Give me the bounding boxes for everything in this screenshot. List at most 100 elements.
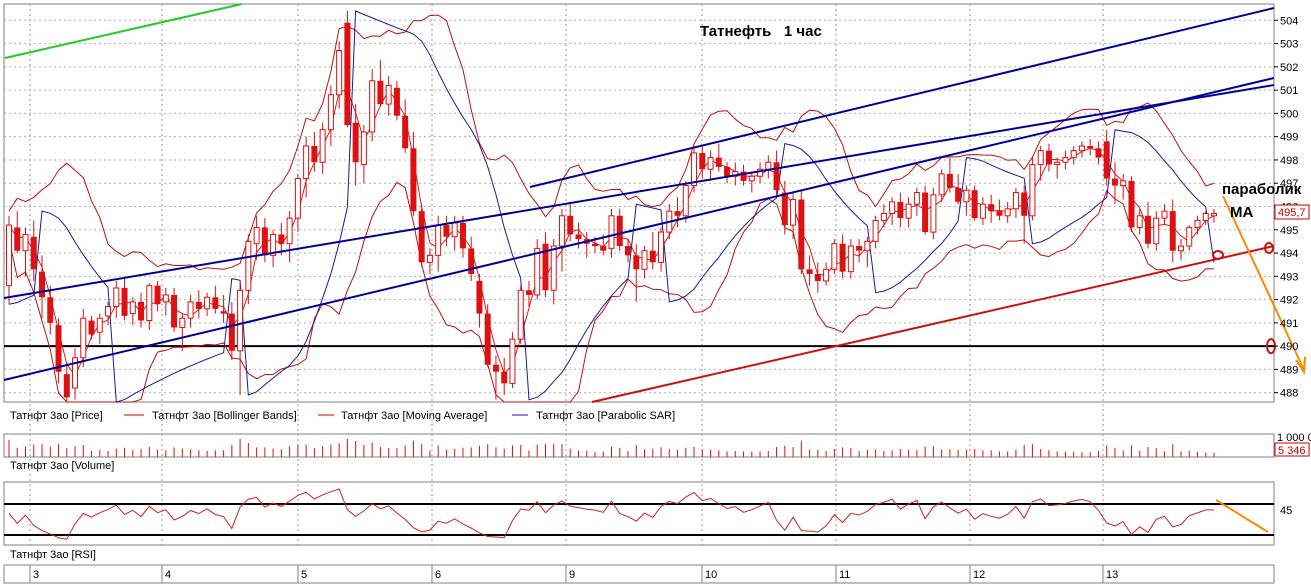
candle: [105, 301, 112, 326]
bollinger-lower-line: [8, 181, 1215, 403]
candle: [979, 197, 986, 226]
candle-body: [1194, 219, 1201, 228]
candle: [715, 143, 722, 172]
candle: [63, 362, 70, 402]
candle-body: [608, 215, 615, 249]
candle: [963, 185, 970, 216]
support-marker: [1264, 242, 1274, 254]
candle: [245, 234, 252, 305]
candle: [426, 248, 433, 274]
candle: [773, 150, 780, 198]
legend-moving-average: Татнфт 3ао [Moving Average]: [341, 410, 487, 422]
date-label: 11: [839, 569, 850, 581]
candle-body: [1144, 215, 1151, 244]
candle-body: [393, 87, 400, 116]
channel-upper-line: [529, 7, 1275, 188]
last-price-label: 495,7: [1278, 207, 1306, 219]
rsi-line: [8, 488, 1214, 540]
candle-body: [930, 194, 937, 233]
candle-body: [14, 227, 21, 251]
candle: [740, 164, 747, 186]
candle: [806, 255, 813, 286]
candle-body: [336, 50, 343, 96]
candle-body: [261, 227, 268, 256]
candle-body: [1211, 212, 1217, 217]
candle-body: [96, 317, 103, 333]
candle: [674, 197, 681, 228]
candle-body: [674, 211, 681, 216]
candle-body: [105, 306, 112, 317]
legend-volume: Татнфт 3ао [Volume]: [10, 460, 114, 472]
candle: [344, 10, 351, 128]
candle: [946, 157, 953, 193]
candle-body: [856, 246, 863, 251]
candle: [228, 301, 235, 361]
candle-body: [501, 371, 508, 384]
candle-body: [765, 161, 772, 170]
candle: [418, 204, 425, 268]
candle-body: [542, 243, 549, 291]
candle-body: [806, 269, 813, 274]
candle-body: [385, 84, 392, 105]
candle-body: [47, 297, 54, 323]
candle-body: [1004, 208, 1011, 217]
candle: [724, 162, 731, 184]
candle-body: [352, 122, 359, 163]
candle-body: [113, 287, 120, 308]
support-line: [591, 245, 1275, 403]
candle: [443, 215, 450, 247]
candle: [831, 239, 838, 274]
candle-body: [913, 192, 920, 205]
candle-body: [468, 248, 475, 274]
candle: [864, 236, 871, 268]
price-tick-label: 499: [1280, 132, 1298, 144]
candle-body: [1177, 245, 1184, 252]
candle-body: [691, 152, 698, 187]
candle: [1037, 145, 1044, 181]
candle-body: [377, 80, 384, 105]
candle: [385, 76, 392, 116]
candle-body: [641, 250, 648, 270]
candle: [195, 290, 202, 319]
price-panel: [3, 3, 1306, 403]
candle: [72, 348, 79, 400]
candle-body: [146, 285, 153, 322]
candle-body: [616, 215, 623, 247]
candle-body: [278, 234, 285, 244]
candle: [459, 215, 466, 258]
candle-body: [525, 290, 532, 295]
candle-body: [319, 129, 326, 163]
candle: [187, 294, 194, 328]
candle: [971, 185, 978, 221]
candle-body: [1054, 161, 1061, 166]
candle-body: [814, 273, 821, 281]
candle-body: [220, 311, 227, 314]
candle: [798, 190, 805, 274]
price-tick-label: 495: [1280, 225, 1298, 237]
candle-body: [228, 313, 235, 351]
legend-rsi: Татнфт 3ао [RSI]: [10, 549, 96, 561]
candle-body: [451, 222, 458, 238]
price-panel-frame: [3, 3, 1275, 403]
candle-body: [517, 289, 524, 340]
channel-middle-line: [3, 84, 1275, 299]
candle: [146, 283, 153, 330]
candle: [286, 211, 293, 263]
candle-body: [294, 178, 301, 219]
candle-body: [80, 317, 87, 359]
price-tick-label: 494: [1280, 248, 1298, 260]
parabolic-annotation: параболик: [1222, 181, 1302, 198]
volume-panel-frame: [3, 433, 1275, 458]
candle-body: [864, 240, 871, 252]
candle-body: [1078, 145, 1085, 152]
candle-body: [1037, 150, 1044, 166]
candle-body: [1120, 180, 1127, 187]
candle: [880, 204, 887, 228]
candle-body: [938, 173, 945, 196]
candle: [633, 243, 640, 302]
candle-body: [1169, 211, 1176, 251]
price-tick-label: 498: [1280, 155, 1298, 167]
price-tick-label: 488: [1280, 388, 1298, 400]
candles-group: [6, 10, 1217, 402]
candle-body: [1029, 164, 1036, 217]
